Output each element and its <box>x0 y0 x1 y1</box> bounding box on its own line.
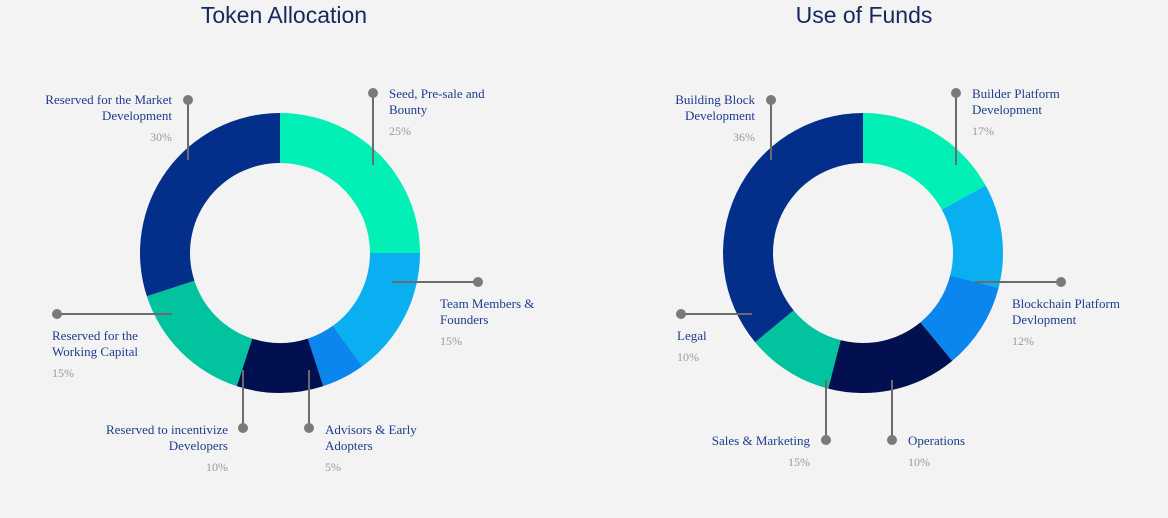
value-label: 12% <box>1012 334 1034 348</box>
value-label: 25% <box>389 124 411 138</box>
donut-slice <box>280 113 420 253</box>
value-label: 17% <box>972 124 994 138</box>
donut-slice <box>941 185 1003 288</box>
slice-label: Legal 10% <box>677 328 737 365</box>
category-label: Seed, Pre-sale and Bounty <box>389 86 485 117</box>
slice-label: Advisors & Early Adopters 5% <box>325 422 430 475</box>
slice-label: Seed, Pre-sale and Bounty 25% <box>389 86 504 139</box>
donut-slice <box>146 280 253 387</box>
slice-label: Blockchain Platform Devlopment 12% <box>1012 296 1147 349</box>
leader-dot <box>304 423 314 433</box>
donut-slice <box>236 338 324 393</box>
leader-dot <box>52 309 62 319</box>
value-label: 15% <box>440 334 462 348</box>
leader-dot <box>887 435 897 445</box>
value-label: 30% <box>150 130 172 144</box>
leader-dot <box>676 309 686 319</box>
slice-label: Sales & Marketing 15% <box>690 433 810 470</box>
value-label: 10% <box>677 350 699 364</box>
leader-dot <box>368 88 378 98</box>
category-label: Builder Platform Development <box>972 86 1060 117</box>
slice-label: Reserved for the Working Capital 15% <box>52 328 162 381</box>
value-label: 15% <box>788 455 810 469</box>
category-label: Reserved for the Working Capital <box>52 328 138 359</box>
slice-label: Operations 10% <box>908 433 998 470</box>
value-label: 10% <box>206 460 228 474</box>
donut-slice <box>920 275 999 361</box>
value-label: 15% <box>52 366 74 380</box>
donut-slice <box>755 310 841 389</box>
slice-label: Team Members & Founders 15% <box>440 296 550 349</box>
value-label: 36% <box>733 130 755 144</box>
leader-dot <box>1056 277 1066 287</box>
leader-dot <box>766 95 776 105</box>
donut-slice <box>307 325 363 387</box>
category-label: Reserved for the Market Development <box>45 92 172 123</box>
value-label: 10% <box>908 455 930 469</box>
donut-slice <box>722 113 863 343</box>
category-label: Sales & Marketing <box>711 433 810 448</box>
leader-dot <box>183 95 193 105</box>
leader-dot <box>821 435 831 445</box>
slice-label: Reserved to incentivize Developers 10% <box>83 422 228 475</box>
leader-dot <box>951 88 961 98</box>
slice-label: Builder Platform Development 17% <box>972 86 1077 139</box>
category-label: Team Members & Founders <box>440 296 535 327</box>
value-label: 5% <box>325 460 341 474</box>
donut-slice <box>863 113 986 210</box>
chart-title: Token Allocation <box>200 2 368 28</box>
category-label: Advisors & Early Adopters <box>325 422 417 453</box>
leader-dot <box>473 277 483 287</box>
slice-label: Reserved for the Market Development 30% <box>42 92 172 145</box>
leader-dot <box>238 423 248 433</box>
category-label: Blockchain Platform Devlopment <box>1012 296 1120 327</box>
slice-label: Building Block Development 36% <box>660 92 755 145</box>
donut-slice <box>139 112 280 297</box>
chart-title: Use of Funds <box>795 2 933 28</box>
category-label: Building Block Development <box>675 92 755 123</box>
category-label: Legal <box>677 328 707 343</box>
category-label: Reserved to incentivize Developers <box>105 422 228 453</box>
category-label: Operations <box>908 433 966 448</box>
donut-slice <box>828 322 953 394</box>
